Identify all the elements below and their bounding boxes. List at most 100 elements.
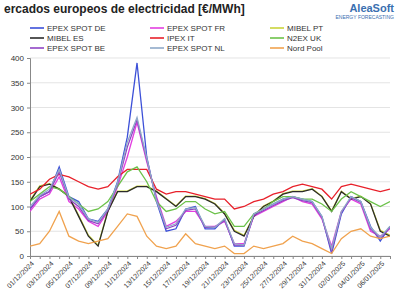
legend-label: N2EX UK — [287, 34, 322, 43]
series-line — [30, 117, 390, 248]
plot: 0 50 100 150 200 250 300 350 400 01/12/202403/12/… — [5, 54, 390, 289]
legend-label: Nord Pool — [287, 44, 323, 53]
legend-item: EPEX SPOT BE — [30, 44, 105, 53]
x-tick-mark — [40, 256, 41, 259]
legend: EPEX SPOT DE EPEX SPOT FR MIBEL PT MIBEL ES… — [30, 24, 323, 53]
x-tick-mark — [341, 256, 342, 259]
logo-subtitle: ENERGY FORECASTING — [335, 14, 394, 20]
x-tick-mark — [156, 256, 157, 259]
legend-label: MIBEL PT — [287, 24, 323, 33]
x-tick-mark — [264, 256, 265, 259]
legend-item: MIBEL PT — [270, 24, 323, 33]
y-tick-label: 200 — [11, 153, 25, 162]
grid-line — [30, 82, 390, 83]
x-tick — [118, 256, 119, 259]
legend-item: N2EX UK — [270, 34, 322, 43]
x-tick-label: 06/01/2025 — [356, 260, 386, 290]
x-tick-mark — [254, 256, 255, 259]
x-tick-mark — [118, 256, 119, 259]
legend-swatch — [150, 47, 164, 49]
x-tick-mark — [390, 256, 391, 259]
x-tick-mark — [215, 256, 216, 259]
x-tick — [390, 256, 391, 259]
x-tick-mark — [30, 256, 31, 259]
title: ercados europeos de electricidad [€/MWh] — [4, 2, 245, 16]
x-tick-mark — [225, 256, 226, 259]
grid — [30, 58, 390, 256]
x-tick — [176, 256, 177, 259]
y-tick-mark — [27, 256, 30, 257]
y-tick-label: 250 — [11, 128, 25, 137]
x-tick-mark — [244, 256, 245, 259]
y-axis-line — [27, 59, 31, 257]
legend-item: EPEX SPOT FR — [150, 24, 225, 33]
chart: ercados europeos de electricidad [€/MWh]… — [0, 0, 400, 300]
logo: AleaSoft — [349, 2, 394, 14]
legend-item: Nord Pool — [270, 44, 323, 53]
series-line — [30, 211, 390, 253]
x-axis-line — [31, 257, 391, 260]
x-tick — [137, 256, 138, 259]
legend-label: IPEX IT — [167, 34, 195, 43]
y-tick-mark — [27, 207, 30, 208]
grid-line — [30, 132, 390, 133]
y-tick: 350 — [11, 79, 30, 88]
x-tick-mark — [332, 256, 333, 259]
x-tick-mark — [79, 256, 80, 259]
x-tick-mark — [293, 256, 294, 259]
x-tick-mark — [371, 256, 372, 259]
legend-label: EPEX SPOT DE — [47, 24, 106, 33]
y-tick-label: 400 — [11, 54, 25, 63]
y-tick-mark — [27, 108, 30, 109]
x-tick-mark — [186, 256, 187, 259]
x-tick — [59, 256, 60, 259]
y-tick-label: 350 — [11, 79, 25, 88]
y-tick-mark — [27, 83, 30, 84]
legend-label: EPEX SPOT FR — [167, 24, 225, 33]
x-tick-mark — [176, 256, 177, 259]
x-tick-mark — [351, 256, 352, 259]
x-axis: 01/12/202403/12/202405/12/202407/12/2024… — [5, 256, 390, 289]
y-tick-mark — [27, 132, 30, 133]
grid-line — [30, 107, 390, 108]
legend-swatch — [150, 37, 164, 39]
x-tick-mark — [49, 256, 50, 259]
x-tick-mark — [322, 256, 323, 259]
y-tick: 150 — [11, 178, 30, 187]
x-tick: 06/01/2025 — [356, 256, 386, 289]
y-tick-mark — [27, 157, 30, 158]
x-tick-mark — [380, 256, 381, 259]
legend-label: MIBEL ES — [47, 34, 84, 43]
legend-item: IPEX IT — [150, 34, 195, 43]
y-tick-label: 100 — [11, 203, 25, 212]
x-tick — [40, 256, 41, 259]
x-tick — [293, 256, 294, 259]
x-tick-mark — [302, 256, 303, 259]
x-tick — [79, 256, 80, 259]
legend-swatch — [270, 27, 284, 29]
legend-label: EPEX SPOT NL — [167, 44, 225, 53]
y-tick-mark — [27, 58, 30, 59]
x-tick-mark — [69, 256, 70, 259]
x-tick-mark — [205, 256, 206, 259]
x-tick-mark — [147, 256, 148, 259]
y-tick: 0 — [20, 252, 30, 261]
y-tick: 300 — [11, 104, 30, 113]
x-tick-mark — [312, 256, 313, 259]
legend-swatch — [150, 27, 164, 29]
y-tick-mark — [27, 231, 30, 232]
legend-item: EPEX SPOT NL — [150, 44, 225, 53]
x-tick — [156, 256, 157, 259]
y-axis: 0 50 100 150 200 250 300 350 400 — [11, 54, 31, 261]
x-tick — [273, 256, 274, 259]
y-tick-label: 150 — [11, 178, 25, 187]
grid-line — [30, 181, 390, 182]
legend-label: EPEX SPOT BE — [47, 44, 105, 53]
x-tick-mark — [108, 256, 109, 259]
grid-line — [30, 157, 390, 158]
legend-swatch — [30, 37, 44, 39]
y-tick: 50 — [15, 227, 30, 236]
y-tick: 250 — [11, 128, 30, 137]
x-tick — [98, 256, 99, 259]
x-tick-mark — [361, 256, 362, 259]
